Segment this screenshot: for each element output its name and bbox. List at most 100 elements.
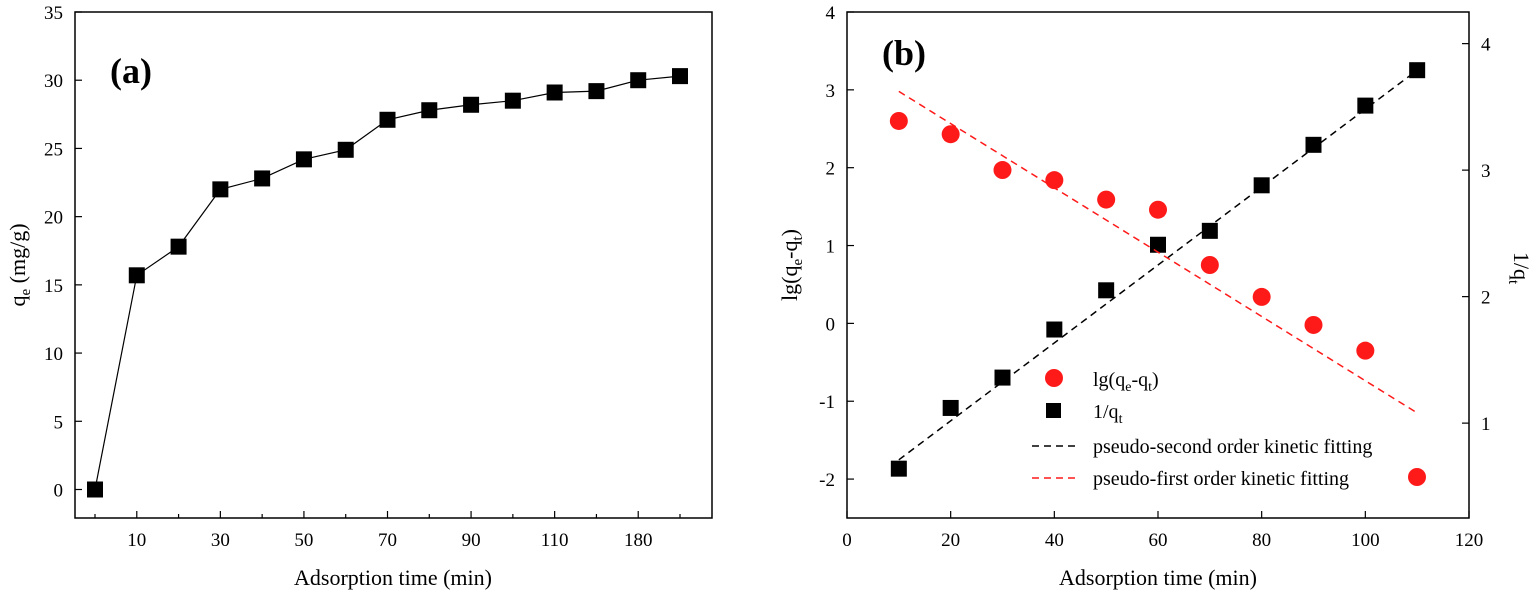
panel-a-x-axis: 10 30 50 70 90 110 180 <box>94 511 681 551</box>
left-y-tick-label: 4 <box>826 3 836 24</box>
data-point <box>128 267 145 284</box>
panel-a-label: (a) <box>110 51 152 91</box>
legend-lg-sub1: e <box>1125 380 1131 395</box>
panel-a-y-axis: 0 5 10 15 20 25 30 35 <box>44 3 82 502</box>
inv-qt-data-point <box>1046 321 1063 338</box>
x-tick-label: 40 <box>1045 530 1064 551</box>
panel-a-series <box>87 68 688 498</box>
right-y-tick-label: 1 <box>1481 414 1491 435</box>
legend-inv-main: 1/q <box>1093 401 1119 423</box>
panel-b-series <box>889 62 1426 477</box>
panel-b-left-y-axis: -2 -1 0 1 2 3 4 <box>819 3 854 491</box>
series-line <box>94 75 681 490</box>
panel-b-legend: lg(qe-qt) 1/qt pseudo-second order kinet… <box>1032 369 1426 490</box>
legend-label-inv: 1/qt <box>1093 401 1123 427</box>
data-point <box>379 111 396 128</box>
fit-line-second-order <box>898 69 1418 461</box>
x-tick-label: 20 <box>941 530 960 551</box>
data-point <box>87 481 103 498</box>
legend-label-second-order: pseudo-second order kinetic fitting <box>1093 436 1372 458</box>
left-y-title-rest: ) <box>777 229 802 236</box>
legend-lg-main: lg(q <box>1093 369 1125 391</box>
inv-qt-data-point <box>942 399 959 416</box>
panel-a-y-axis-title-rest: (mg/g) <box>5 223 30 288</box>
data-point <box>421 102 438 119</box>
lg-data-point <box>1045 171 1064 190</box>
x-tick-label: 10 <box>127 530 146 551</box>
data-point <box>337 141 354 158</box>
panel-b-right-y-axis: 1 2 3 4 <box>1462 35 1491 435</box>
right-y-tick-label: 3 <box>1481 161 1491 182</box>
inv-qt-data-point <box>1305 136 1322 153</box>
x-tick-label: 80 <box>1252 530 1271 551</box>
x-tick-label: 30 <box>211 530 230 551</box>
y-tick-label: 10 <box>44 344 63 365</box>
panel-a-y-axis-title: qe (mg/g) <box>5 223 34 306</box>
left-y-tick-label: 0 <box>826 314 836 335</box>
legend-lg-sub2: t <box>1148 380 1152 395</box>
panel-a-y-axis-title-main: q <box>5 296 30 307</box>
left-y-title-sub1: e <box>790 259 806 266</box>
y-tick-label: 35 <box>44 3 63 24</box>
left-y-title-mid: -q <box>777 241 802 259</box>
right-y-tick-label: 2 <box>1481 288 1491 309</box>
data-point <box>630 72 647 89</box>
x-tick-label: 180 <box>624 530 653 551</box>
panel-a-x-axis-title: Adsorption time (min) <box>294 565 492 590</box>
left-y-tick-label: 1 <box>826 237 836 258</box>
lg-data-point <box>889 111 908 130</box>
right-y-title-sub: t <box>1505 280 1521 285</box>
left-y-title-sub2: t <box>790 236 806 241</box>
fit-line-first-order <box>898 90 1418 414</box>
right-y-tick-label: 4 <box>1481 35 1491 56</box>
x-tick-label: 90 <box>462 530 481 551</box>
x-tick-label: 60 <box>1149 530 1168 551</box>
panel-a: 0 5 10 15 20 25 30 35 10 30 50 70 90 110 180 (a) Adso… <box>5 3 713 590</box>
y-tick-label: 5 <box>54 412 64 433</box>
legend-lg-mid: -q <box>1131 369 1148 391</box>
y-tick-label: 0 <box>54 481 64 502</box>
inv-qt-data-point <box>1098 282 1115 299</box>
left-y-tick-label: 3 <box>826 81 836 102</box>
panel-b: -2 -1 0 1 2 3 4 1 2 3 4 0 20 40 60 80 100 120 (b) Adsor… <box>777 3 1531 590</box>
data-point <box>295 151 312 168</box>
panel-a-plot-frame <box>74 11 713 519</box>
lg-data-point <box>1097 190 1116 209</box>
data-point <box>463 96 480 113</box>
data-point <box>546 84 563 101</box>
inv-qt-data-point <box>1150 236 1166 253</box>
left-y-tick-label: 2 <box>826 159 836 180</box>
inv-qt-data-point <box>890 460 907 477</box>
panel-a-y-axis-title-sub: e <box>18 289 34 296</box>
y-tick-label: 20 <box>44 208 63 229</box>
x-tick-label: 70 <box>378 530 397 551</box>
legend-label-first-order: pseudo-first order kinetic fitting <box>1093 468 1349 490</box>
x-tick-label: 100 <box>1351 530 1380 551</box>
legend-marker-inv <box>1046 403 1061 418</box>
legend-lg-rest: ) <box>1152 369 1159 391</box>
data-point <box>672 68 688 85</box>
x-tick-label: 110 <box>541 530 569 551</box>
left-y-tick-label: -1 <box>819 392 835 413</box>
data-point <box>504 92 521 109</box>
panel-b-x-axis: 0 20 40 60 80 100 120 <box>842 511 1483 551</box>
lg-data-point <box>1304 315 1323 334</box>
lg-data-point <box>1356 341 1375 360</box>
panel-b-right-y-axis-title: 1/qt <box>1505 252 1531 285</box>
lg-data-point <box>1149 200 1167 219</box>
legend-extra-red-marker <box>1408 468 1426 486</box>
right-y-title-main: 1/q <box>1509 252 1531 280</box>
data-point <box>254 170 271 187</box>
lg-data-point <box>993 161 1012 180</box>
inv-qt-data-point <box>994 369 1011 386</box>
left-y-title-main: lg(q <box>777 266 802 301</box>
data-point <box>588 83 605 100</box>
lg-data-point <box>941 125 960 144</box>
panel-b-left-y-axis-title: lg(qe-qt) <box>777 229 806 301</box>
inv-qt-data-point <box>1357 97 1374 114</box>
lg-data-point <box>1200 256 1219 274</box>
x-tick-label: 50 <box>294 530 313 551</box>
panel-b-x-axis-title: Adsorption time (min) <box>1059 565 1257 590</box>
left-y-tick-label: -2 <box>819 470 835 491</box>
